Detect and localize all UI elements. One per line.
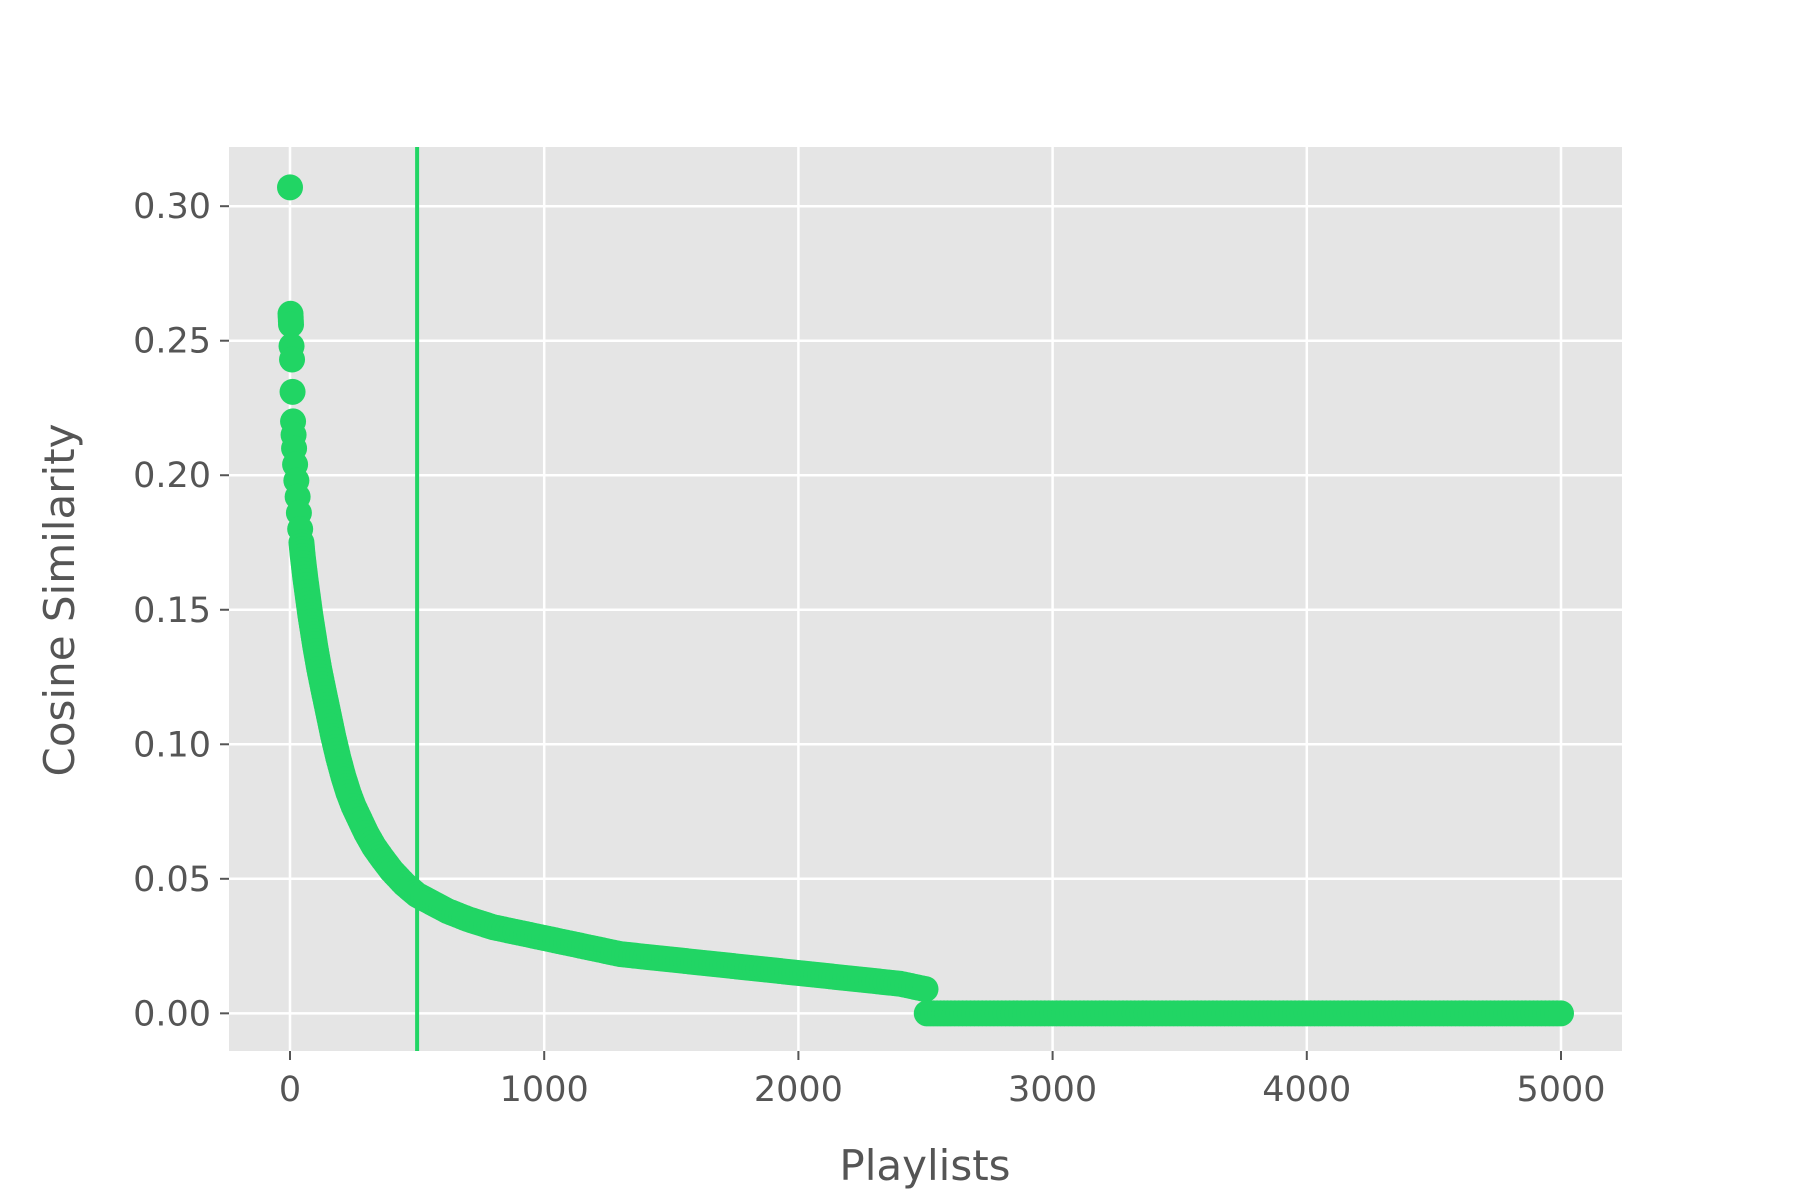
y-tick-label: 0.25 (133, 322, 211, 362)
tick-labels: 0 1000 2000 3000 4000 5000 0.00 0.05 0.10 0.15 0.2… (133, 187, 1605, 1110)
y-tick-label: 0.05 (133, 860, 211, 900)
x-tick-label: 3000 (1008, 1070, 1097, 1110)
x-tick-label: 2000 (754, 1070, 843, 1110)
data-point (277, 174, 304, 201)
y-tick-label: 0.20 (133, 456, 211, 496)
data-point (279, 346, 306, 373)
y-axis-label: Cosine Similarity (35, 424, 84, 777)
x-axis-label: Playlists (839, 1141, 1010, 1190)
grid (229, 147, 1622, 1051)
y-tick-label: 0.00 (133, 994, 211, 1034)
x-tick-label: 0 (279, 1070, 301, 1110)
scatter-points (277, 174, 1574, 1027)
data-point (278, 311, 305, 338)
data-point (912, 976, 939, 1003)
x-tick-label: 4000 (1262, 1070, 1351, 1110)
plot-background (229, 147, 1622, 1051)
x-tick-label: 1000 (500, 1070, 589, 1110)
x-tick-label: 5000 (1516, 1070, 1605, 1110)
y-tick-label: 0.10 (133, 725, 211, 765)
axis-ticks (220, 205, 1562, 1060)
data-point (1547, 1000, 1574, 1027)
y-tick-label: 0.30 (133, 187, 211, 227)
y-tick-label: 0.15 (133, 591, 211, 631)
data-point (279, 378, 306, 405)
